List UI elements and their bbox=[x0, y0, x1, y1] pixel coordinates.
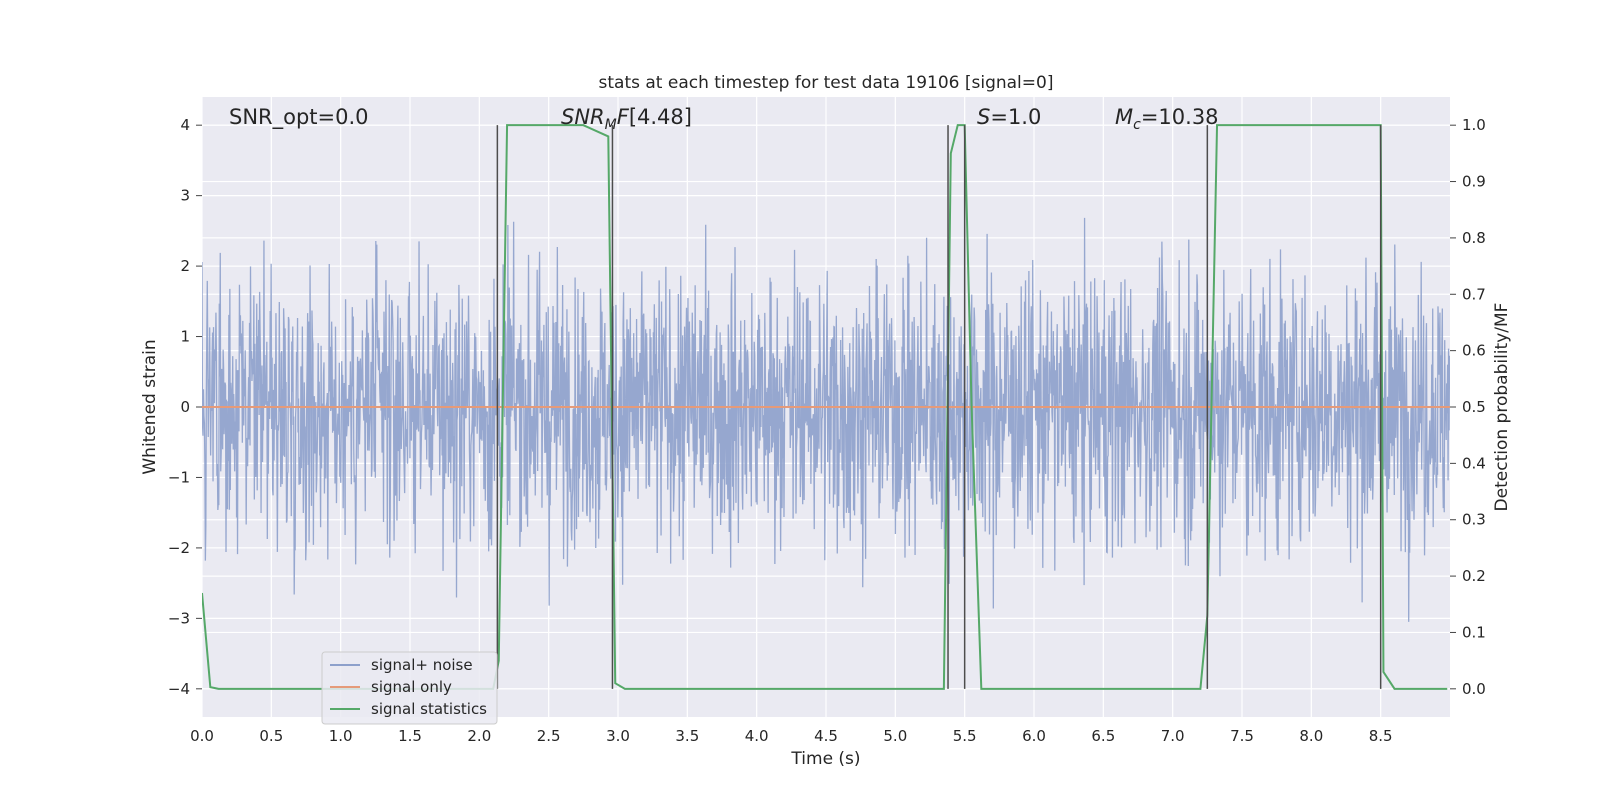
y2-tick-label: 1.0 bbox=[1462, 116, 1486, 134]
x-tick-label: 6.5 bbox=[1091, 727, 1115, 745]
x-tick-label: 1.0 bbox=[329, 727, 353, 745]
y-tick-label: 0 bbox=[180, 398, 190, 416]
annotation-mc: Mc=10.38 bbox=[1115, 105, 1219, 133]
x-tick-label: 3.0 bbox=[606, 727, 630, 745]
x-tick-label: 7.5 bbox=[1230, 727, 1254, 745]
y-tick-label: 1 bbox=[180, 328, 190, 346]
y-tick-label: 4 bbox=[180, 116, 190, 134]
y2-tick-label: 0.2 bbox=[1462, 567, 1486, 585]
legend-label-signal-only: signal only bbox=[371, 678, 452, 696]
y2-axis-ticks: 1.0 0.9 0.8 0.7 0.6 0.5 0.4 0.3 0.2 0.1 0.0 bbox=[1450, 116, 1486, 698]
legend-label-signal-statistics: signal statistics bbox=[371, 700, 487, 718]
y2-tick-label: 0.1 bbox=[1462, 623, 1486, 641]
x-tick-label: 8.5 bbox=[1369, 727, 1393, 745]
x-tick-label: 3.5 bbox=[675, 727, 699, 745]
x-tick-label: 2.5 bbox=[537, 727, 561, 745]
x-tick-label: 1.5 bbox=[398, 727, 422, 745]
y-tick-label: −4 bbox=[168, 680, 190, 698]
x-tick-label: 4.0 bbox=[745, 727, 769, 745]
annotation-snr-mf-value: [4.48] bbox=[629, 105, 692, 129]
x-tick-label: 0.0 bbox=[190, 727, 214, 745]
y2-axis-label: Detection probability/MF bbox=[1492, 303, 1512, 512]
series-signal-noise bbox=[202, 217, 1450, 622]
vertical-markers bbox=[496, 125, 1382, 689]
annotation-mc-value: =10.38 bbox=[1141, 105, 1219, 129]
y2-tick-label: 0.4 bbox=[1462, 454, 1486, 472]
x-tick-label: 7.0 bbox=[1161, 727, 1185, 745]
series-line-signal-statistics bbox=[202, 124, 1448, 690]
chart-title: stats at each timestep for test data 191… bbox=[599, 73, 1054, 93]
x-tick-label: 5.0 bbox=[883, 727, 907, 745]
x-tick-label: 4.5 bbox=[814, 727, 838, 745]
legend-label-signal-noise: signal+ noise bbox=[371, 656, 473, 674]
x-tick-label: 2.0 bbox=[467, 727, 491, 745]
y-axis-ticks: 4 3 2 1 0 −1 −2 −3 −4 bbox=[168, 116, 202, 698]
series-line-signal-noise bbox=[202, 217, 1450, 622]
y2-tick-label: 0.6 bbox=[1462, 342, 1486, 360]
y-tick-label: 3 bbox=[180, 187, 190, 205]
annotation-snr-opt: SNR_opt=0.0 bbox=[229, 105, 369, 130]
y-axis-label: Whitened strain bbox=[140, 339, 160, 474]
legend: signal+ noise signal only signal statist… bbox=[321, 651, 498, 725]
annotation-s-value: =1.0 bbox=[990, 105, 1041, 129]
y2-tick-label: 0.8 bbox=[1462, 229, 1486, 247]
y2-tick-label: 0.7 bbox=[1462, 285, 1486, 303]
y-tick-label: 2 bbox=[180, 257, 190, 275]
annotation-s: S=1.0 bbox=[977, 105, 1041, 129]
x-tick-label: 5.5 bbox=[953, 727, 977, 745]
x-tick-label: 0.5 bbox=[259, 727, 283, 745]
x-tick-label: 8.0 bbox=[1299, 727, 1323, 745]
x-axis-label: Time (s) bbox=[790, 749, 860, 769]
y-tick-label: −3 bbox=[168, 609, 190, 627]
y2-tick-label: 0.0 bbox=[1462, 680, 1486, 698]
y-tick-label: −2 bbox=[168, 539, 190, 557]
x-tick-label: 6.0 bbox=[1022, 727, 1046, 745]
y-tick-label: −1 bbox=[168, 468, 190, 486]
annotation-snr-mf: SNRMF[4.48] bbox=[561, 105, 692, 133]
series-lines bbox=[202, 124, 1450, 690]
y2-tick-label: 0.9 bbox=[1462, 173, 1486, 191]
legend-box bbox=[321, 651, 498, 725]
x-axis-ticks: 0.0 0.5 1.0 1.5 2.0 2.5 3.0 3.5 4.0 4.5 5.0 5.5 6.0 6… bbox=[190, 727, 1393, 745]
y2-tick-label: 0.5 bbox=[1462, 398, 1486, 416]
y2-tick-label: 0.3 bbox=[1462, 511, 1486, 529]
